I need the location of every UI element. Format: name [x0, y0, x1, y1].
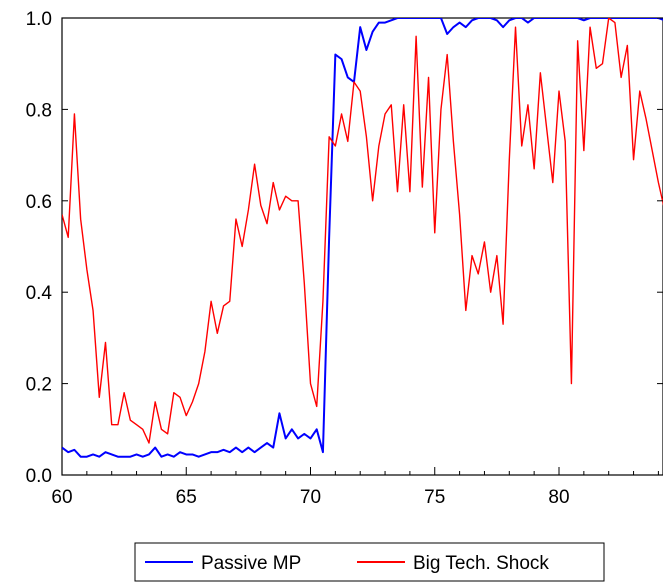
legend: Passive MP Big Tech. Shock: [134, 542, 605, 582]
x-tick-label: 60: [51, 487, 72, 508]
axes-layer: 0.00.20.40.60.81.060657075808590950005: [26, 9, 663, 508]
series-line-big-tech-shock: [62, 18, 663, 444]
y-tick-label: 0.4: [26, 283, 53, 304]
y-tick-label: 0.2: [26, 375, 52, 396]
legend-box: [134, 542, 605, 582]
legend-label: Passive MP: [201, 553, 301, 574]
y-tick-label: 0.6: [26, 192, 52, 213]
x-tick-label: 65: [176, 487, 197, 508]
plot-frame: [61, 17, 663, 476]
series-layer: [62, 18, 663, 458]
x-tick-label: 75: [424, 487, 445, 508]
y-tick-label: 1.0: [26, 9, 52, 30]
series-line-passive-mp: [62, 18, 663, 458]
x-tick-label: 80: [548, 487, 569, 508]
legend-label: Big Tech. Shock: [413, 553, 549, 574]
x-tick-label: 70: [300, 487, 321, 508]
y-tick-label: 0.0: [26, 466, 52, 487]
y-tick-label: 0.8: [26, 100, 52, 121]
